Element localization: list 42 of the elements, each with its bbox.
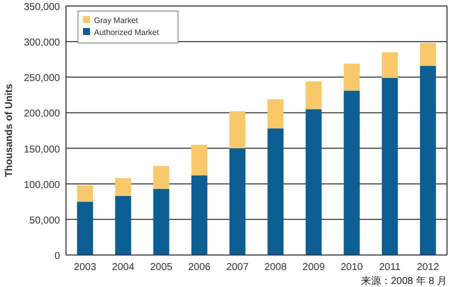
bar: [382, 78, 398, 255]
x-tick-label: 2010: [340, 262, 364, 273]
bar: [420, 66, 436, 255]
bar: [191, 144, 208, 176]
x-tick-label: 2012: [416, 262, 440, 273]
bar: [268, 128, 284, 255]
bar: [115, 196, 132, 255]
x-tick-label: 2004: [112, 262, 135, 273]
y-tick-label: 350,000: [24, 2, 60, 13]
bar: [306, 81, 322, 110]
bar: [191, 175, 208, 255]
x-tick-label: 2008: [264, 262, 288, 273]
x-tick-label: 2003: [74, 262, 97, 273]
bar: [77, 202, 94, 255]
y-tick-label: 300,000: [24, 38, 60, 49]
y-tick-label: 150,000: [24, 144, 60, 156]
source-note: 来源：2008 年 8 月: [360, 275, 447, 287]
y-axis-title: Thousands of Units: [4, 83, 15, 178]
bar: [344, 64, 360, 91]
legend-label: Gray Market: [94, 16, 139, 25]
y-tick-label: 100,000: [24, 180, 60, 191]
bar: [382, 52, 398, 78]
y-tick-label: 200,000: [24, 108, 60, 120]
bar: [229, 148, 246, 255]
bar: [344, 90, 360, 255]
bar: [153, 188, 170, 255]
y-tick-label: 50,000: [29, 215, 60, 226]
bar: [77, 185, 94, 202]
bar: [420, 42, 436, 66]
bar: [229, 111, 246, 148]
x-tick-label: 2011: [379, 262, 402, 273]
x-tick-label: 2009: [302, 262, 326, 273]
bar: [306, 109, 322, 255]
x-tick-label: 2006: [188, 262, 211, 273]
bar: [115, 178, 132, 196]
x-tick-label: 2005: [150, 262, 173, 273]
x-tick-label: 2007: [226, 262, 250, 273]
bar: [268, 99, 284, 128]
y-tick-label: 0: [54, 251, 60, 262]
bar: [153, 166, 170, 189]
y-tick-label: 250,000: [24, 73, 60, 84]
legend-label: Authorized Market: [94, 28, 160, 37]
